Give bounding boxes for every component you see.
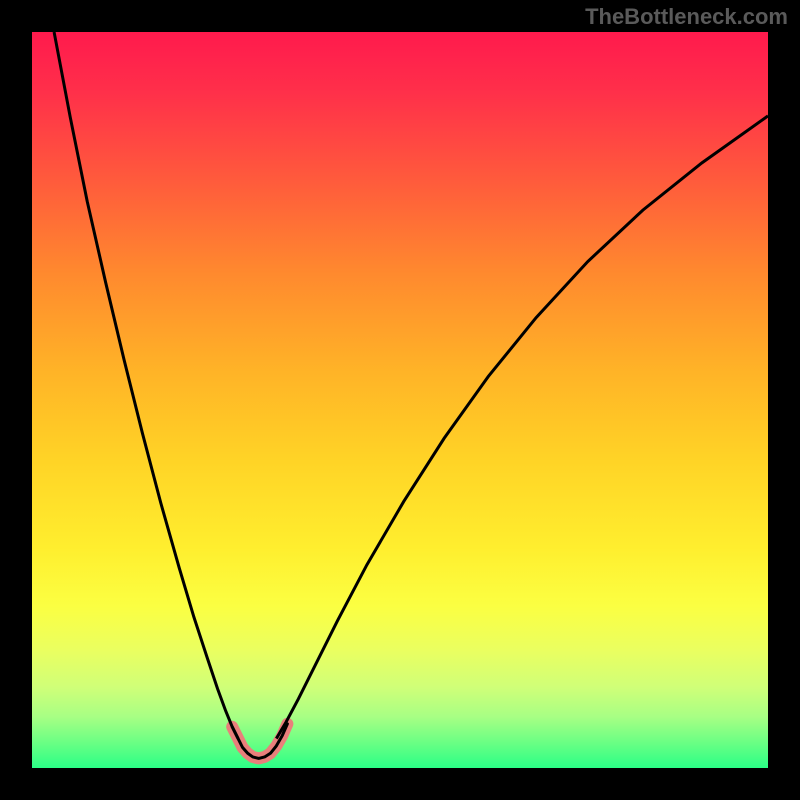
gradient-background: [32, 32, 768, 768]
plot-svg: [32, 32, 768, 768]
plot-area: [32, 32, 768, 768]
chart-frame: TheBottleneck.com: [0, 0, 800, 800]
watermark-text: TheBottleneck.com: [585, 4, 788, 30]
